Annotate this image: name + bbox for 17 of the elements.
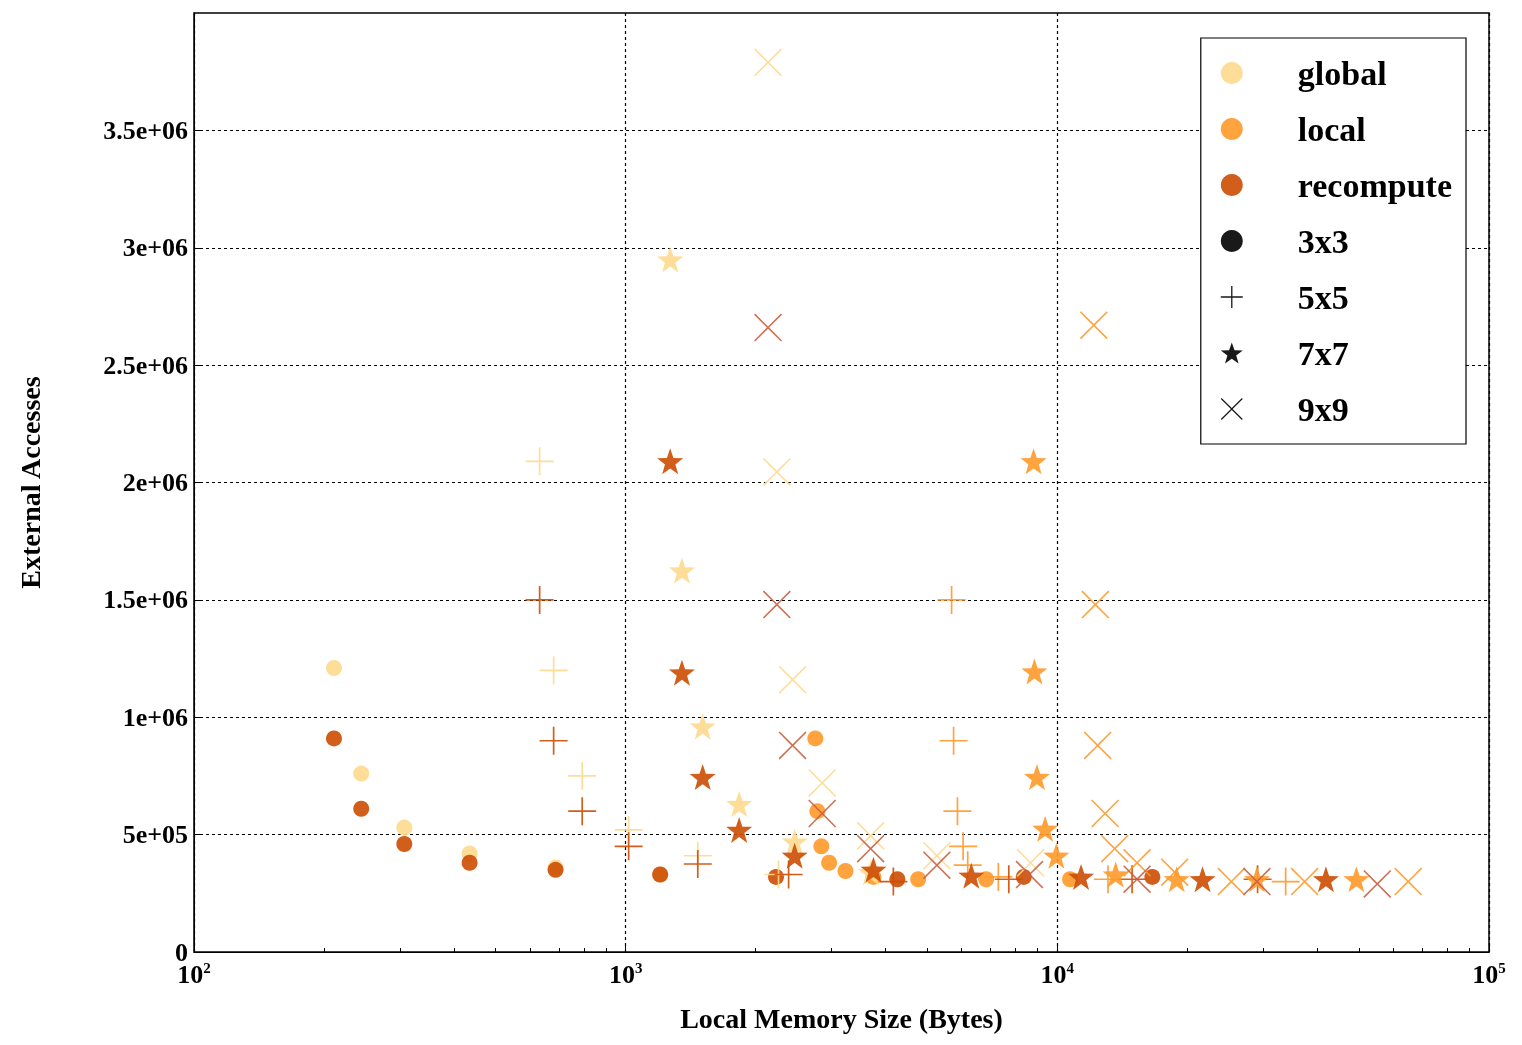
y-tick-label: 1.5e+06 (103, 585, 188, 615)
y-axis-title: External Accesses (14, 376, 46, 589)
x-axis-title: Local Memory Size (Bytes) (680, 1002, 1003, 1034)
y-tick-label: 2e+06 (122, 468, 188, 497)
legend-label: recompute (1297, 166, 1453, 204)
y-tick-label: 3.5e+06 (103, 115, 188, 145)
legend-label: 5x5 (1297, 278, 1349, 316)
legend-label: 3x3 (1297, 222, 1349, 260)
legend-label: 7x7 (1297, 334, 1349, 372)
y-tick-label: 5e+05 (122, 820, 188, 850)
legend-label: global (1297, 54, 1387, 92)
y-tick-label: 3e+06 (122, 233, 188, 263)
y-tick-label: 2.5e+06 (103, 350, 188, 380)
legend-label: 9x9 (1297, 390, 1349, 428)
y-tick-label: 0 (175, 937, 188, 967)
legend-label: local (1297, 110, 1366, 148)
y-tick-label: 1e+06 (122, 702, 188, 732)
